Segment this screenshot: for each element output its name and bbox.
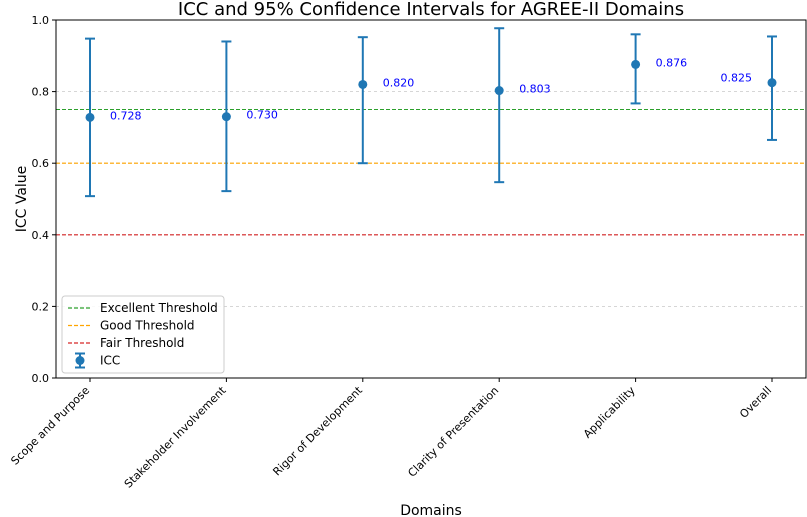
data-label: 0.728 [110,109,142,122]
x-tick-label: Clarity of Presentation [405,384,501,480]
legend: Excellent Threshold Good Threshold Fair Th… [61,295,225,374]
data-point [221,112,231,122]
threshold-layer [56,108,806,236]
y-tick-label: 0.4 [32,229,50,242]
data-layer: 0.728 0.730 0.820 0.803 0.876 0.825 [85,27,777,198]
data-point [494,86,504,96]
legend-label: Excellent Threshold [100,301,218,315]
legend-label: Fair Threshold [100,336,184,350]
data-point [358,79,368,89]
x-tick-label: Overall [737,384,774,421]
data-point [767,78,777,88]
y-tick-label: 1.0 [32,14,50,27]
x-tick-label: Applicability [581,384,638,441]
y-tick-label: 0.8 [32,86,50,99]
legend-swatch-point [75,356,85,365]
legend-label: Good Threshold [100,319,195,333]
y-tick-label: 0.6 [32,157,50,170]
data-label: 0.803 [519,83,551,96]
data-point [631,59,641,69]
plot-frame [55,19,807,379]
legend-box [61,295,225,374]
y-axis: 0.0 0.2 0.4 0.6 0.8 1.0 [32,14,56,385]
chart-title: ICC and 95% Confidence Intervals for AGR… [178,0,684,20]
x-tick-label: Stakeholder Involvement [122,383,229,490]
data-point [85,112,95,122]
data-label: 0.820 [383,76,415,89]
x-axis: Scope and Purpose Stakeholder Involvement… [8,378,774,491]
grid-layer [56,91,806,307]
y-axis-title: ICC Value [14,166,30,233]
legend-label: ICC [100,354,120,368]
y-tick-label: 0.0 [32,372,50,385]
y-tick-label: 0.2 [32,300,50,313]
x-axis-title: Domains [400,503,462,517]
data-label: 0.730 [246,109,278,122]
x-tick-label: Rigor of Development [270,383,365,478]
data-label: 0.876 [656,56,688,69]
data-label: 0.825 [721,72,753,85]
x-tick-label: Scope and Purpose [8,384,92,468]
